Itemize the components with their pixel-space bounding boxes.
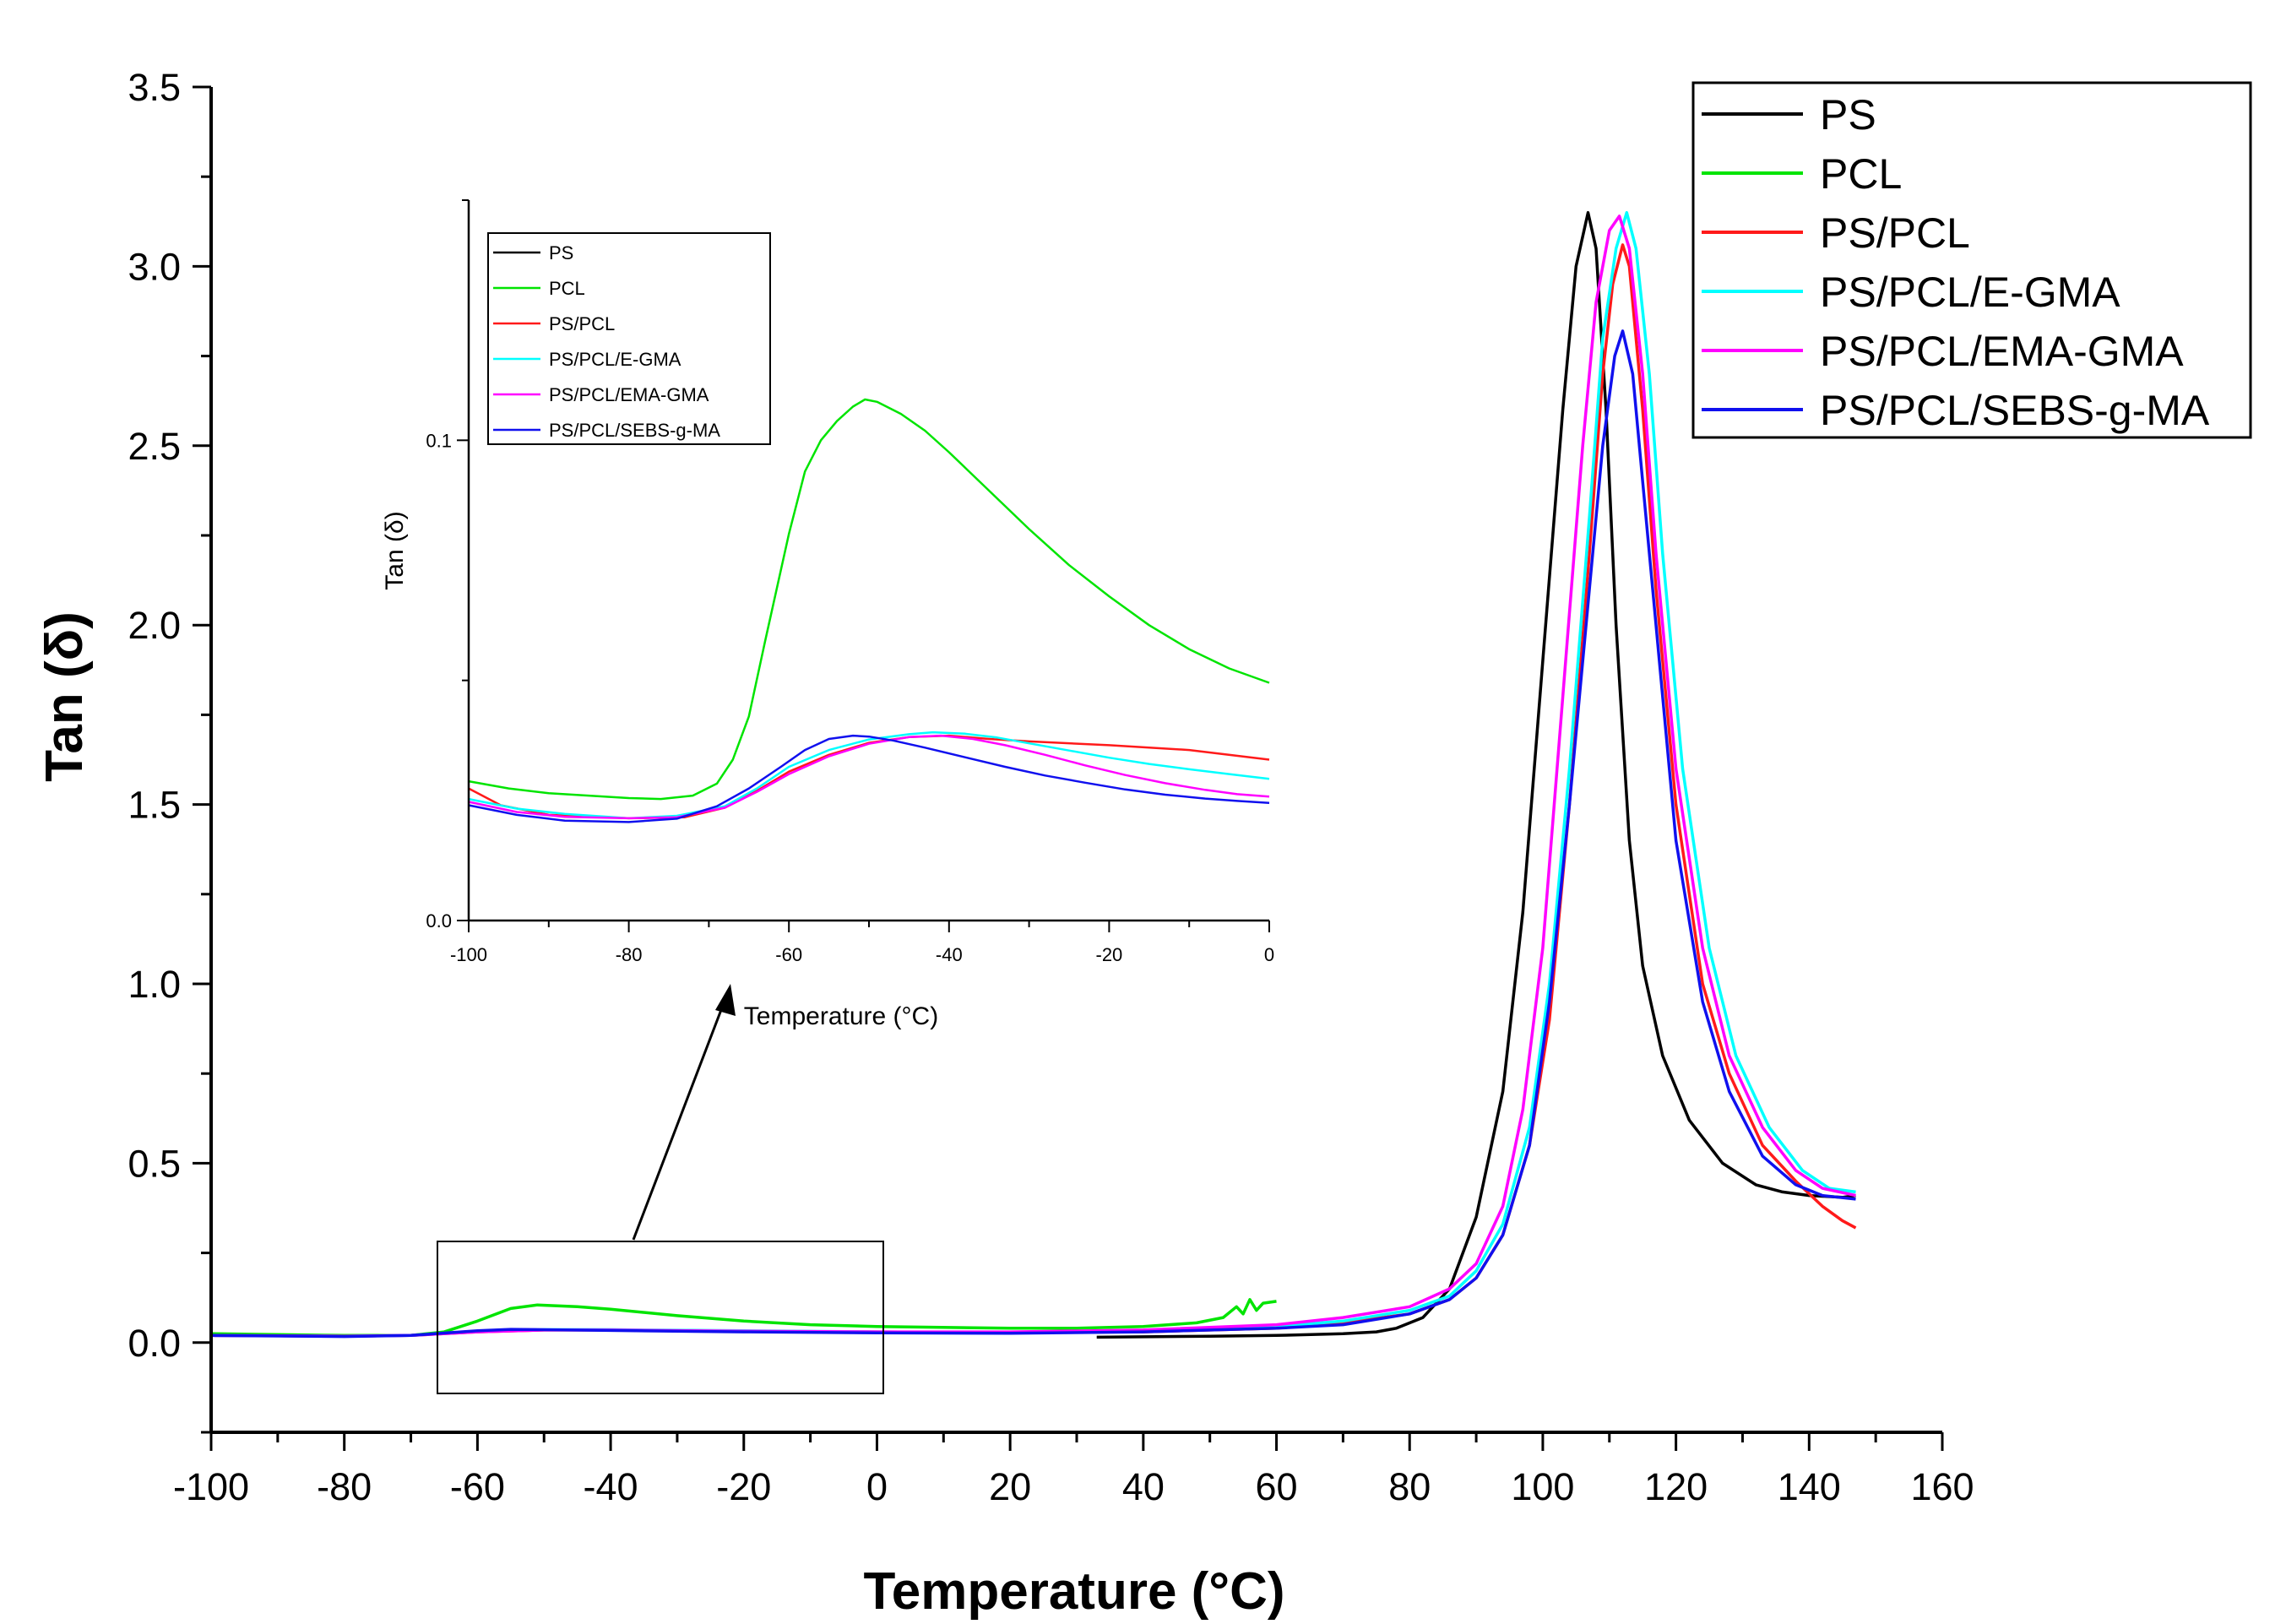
inset-x-tick-label: -80 xyxy=(616,944,643,965)
inset-y-tick-label: 0.1 xyxy=(426,430,452,451)
y-tick-label: 1.5 xyxy=(128,784,181,827)
inset-series-line-3 xyxy=(468,734,1270,820)
x-tick-label: 140 xyxy=(1778,1465,1841,1508)
zoom-region-box xyxy=(437,1241,884,1394)
x-axis-title: Temperature (°C) xyxy=(863,1562,1284,1621)
y-tick-label: 3.0 xyxy=(128,245,181,288)
inset-axes: -100 -80 -60 -40 -20 0 0.0 0.1 xyxy=(426,199,1274,965)
main-legend-label: PS/PCL/E-GMA xyxy=(1820,269,2120,316)
inset-legend-label: PS/PCL/SEBS-g-MA xyxy=(549,420,720,441)
main-legend: PS PCL PS/PCL PS/PCL/E-GMA PS/PCL/EMA-GMA PS/… xyxy=(1691,81,2252,439)
main-series-line-3 xyxy=(210,210,1856,1338)
main-series-line-4 xyxy=(210,215,1856,1338)
x-tick-label: -60 xyxy=(450,1465,505,1508)
main-axes: -100 -80 -60 -40 -20 0 20 40 60 80 100 120 140 160 0.0… xyxy=(128,66,1974,1508)
x-tick-label: -80 xyxy=(317,1465,372,1508)
y-tick-label: 3.5 xyxy=(128,66,181,109)
inset-series-line-4 xyxy=(468,734,1270,823)
x-tick-label: -40 xyxy=(584,1465,638,1508)
inset-legend-label: PCL xyxy=(549,278,585,299)
inset-y-tick-label: 0.0 xyxy=(426,910,452,931)
inset-legend-box xyxy=(487,232,771,445)
main-legend-label: PS/PCL/EMA-GMA xyxy=(1820,328,2184,375)
zoom-arrow-line xyxy=(632,996,728,1241)
zoom-arrow-head xyxy=(715,984,736,1016)
y-tick-label: 2.0 xyxy=(128,604,181,647)
x-tick-label: 60 xyxy=(1256,1465,1298,1508)
y-tick-label: 1.0 xyxy=(128,963,181,1006)
inset-series-line-0 xyxy=(468,398,1270,801)
main-legend-label: PS/PCL/SEBS-g-MA xyxy=(1820,387,2210,434)
x-tick-label: -20 xyxy=(716,1465,771,1508)
inset-series-line-2 xyxy=(468,731,1270,820)
x-tick-label: 20 xyxy=(989,1465,1031,1508)
x-tick-label: 120 xyxy=(1644,1465,1708,1508)
inset-x-tick-label: -20 xyxy=(1096,944,1123,965)
inset-x-tick-label: -100 xyxy=(450,944,487,965)
inset-series-line-1 xyxy=(468,734,1270,820)
x-tick-label: 40 xyxy=(1122,1465,1165,1508)
main-series-line-0 xyxy=(1096,210,1856,1339)
x-tick-label: -100 xyxy=(173,1465,249,1508)
inset-x-axis-title: Temperature (°C) xyxy=(744,1002,938,1030)
inset-legend-label: PS/PCL/EMA-GMA xyxy=(549,384,709,405)
inset-series-group xyxy=(468,398,1270,823)
main-series-line-5 xyxy=(210,329,1856,1339)
inset-x-tick-label: 0 xyxy=(1264,944,1274,965)
inset-legend: PS PCL PS/PCL PS/PCL/E-GMA PS/PCL/EMA-GMA PS/… xyxy=(487,232,771,445)
y-tick-label: 0.0 xyxy=(128,1322,181,1365)
inset-x-tick-label: -60 xyxy=(775,944,802,965)
main-legend-label: PS/PCL xyxy=(1820,209,1970,257)
inset-legend-label: PS/PCL/E-GMA xyxy=(549,349,681,370)
y-tick-label: 0.5 xyxy=(128,1142,181,1185)
y-tick-label: 2.5 xyxy=(128,425,181,468)
inset-x-tick-label: -40 xyxy=(936,944,963,965)
main-legend-label: PS xyxy=(1820,91,1876,139)
main-legend-label: PCL xyxy=(1820,150,1902,198)
inset-legend-label: PS xyxy=(549,242,573,263)
main-series-group xyxy=(210,210,1857,1339)
main-series-line-1 xyxy=(210,1298,1277,1338)
x-tick-label: 80 xyxy=(1388,1465,1431,1508)
inset-legend-label: PS/PCL xyxy=(549,313,615,334)
inset-y-axis-title: Tan (δ) xyxy=(381,511,409,589)
inset-plot: -100 -80 -60 -40 -20 0 0.0 0.1 Temperature (°C)… xyxy=(381,199,1274,1030)
x-tick-label: 0 xyxy=(866,1465,888,1508)
x-tick-label: 100 xyxy=(1511,1465,1574,1508)
main-plot: -100 -80 -60 -40 -20 0 20 40 60 80 100 120 140 160 0.0… xyxy=(35,66,1974,1621)
x-tick-label: 160 xyxy=(1910,1465,1974,1508)
y-axis-title: Tan (δ) xyxy=(35,611,94,782)
main-legend-box xyxy=(1691,81,2252,439)
